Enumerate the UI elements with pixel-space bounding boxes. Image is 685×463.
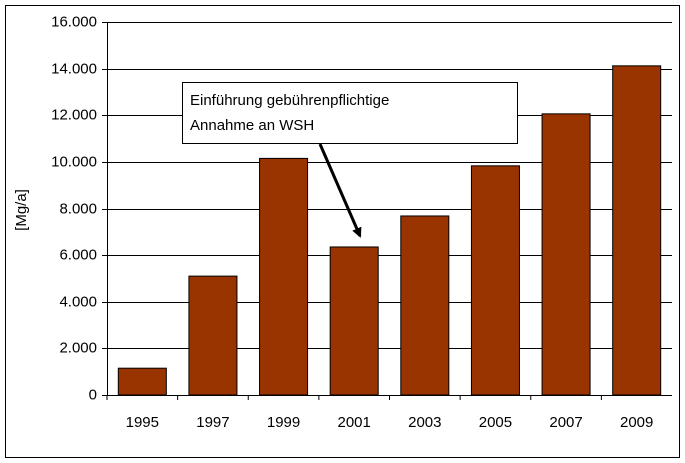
y-tick-label: 6.000 bbox=[59, 246, 97, 263]
x-tick-label: 2009 bbox=[620, 414, 653, 431]
x-tick-label: 2007 bbox=[549, 414, 582, 431]
y-tick-label: 8.000 bbox=[59, 200, 97, 217]
y-tick-label: 4.000 bbox=[59, 293, 97, 310]
annotation-arrow bbox=[318, 143, 362, 238]
y-tick-label: 10.000 bbox=[51, 153, 97, 170]
bar bbox=[329, 246, 379, 396]
x-tick-label: 2003 bbox=[408, 414, 441, 431]
bar bbox=[400, 215, 450, 396]
plot-area: 0 2.000 4.000 6.000 8.000 10.000 12.000 14.000 1… bbox=[51, 13, 672, 431]
x-tick-label: 1995 bbox=[126, 414, 159, 431]
bar bbox=[259, 157, 309, 396]
bar bbox=[612, 65, 662, 396]
annotation-box bbox=[182, 82, 518, 144]
annotation-line: Annahme an WSH bbox=[190, 117, 314, 134]
x-tick-label: 2001 bbox=[338, 414, 371, 431]
y-tick-label: 14.000 bbox=[51, 60, 97, 77]
bar bbox=[188, 275, 238, 396]
annotation-line: Einführung gebührenpflichtige bbox=[190, 92, 389, 109]
bar bbox=[117, 367, 167, 396]
bar bbox=[541, 113, 591, 396]
x-tick-label: 2005 bbox=[479, 414, 512, 431]
y-tick-label: 16.000 bbox=[51, 13, 97, 30]
x-tick-label: 1999 bbox=[267, 414, 300, 431]
y-tick-label: 0 bbox=[89, 386, 97, 403]
x-tick-label: 1997 bbox=[196, 414, 229, 431]
bar bbox=[470, 165, 520, 396]
y-tick-label: 2.000 bbox=[59, 339, 97, 356]
y-axis-label: [Mg/a] bbox=[13, 189, 30, 231]
y-tick-label: 12.000 bbox=[51, 106, 97, 123]
